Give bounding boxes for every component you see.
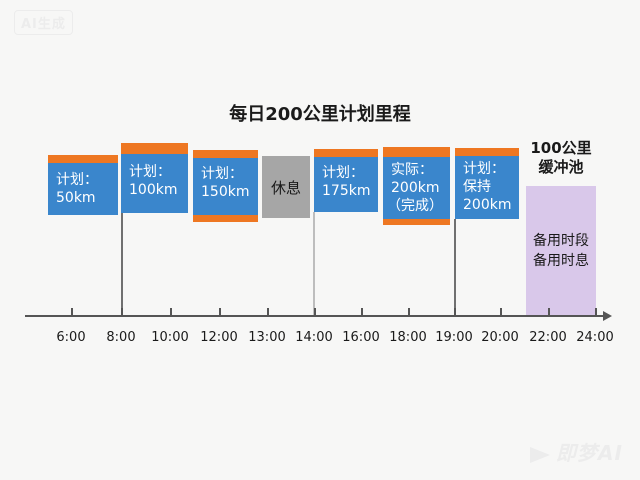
block-value: 100km [129,182,178,198]
buffer-title: 100公里 缓冲池 [518,139,604,177]
buffer-title-line1: 100公里 [530,139,592,157]
orange-bottom-bar [383,219,450,225]
jimeng-logo-icon [530,446,550,463]
orange-top-bar [383,147,450,157]
axis-tick [595,308,597,316]
block-actual-200km: 实际： 200km （完成） [383,147,450,225]
orange-top-bar [193,150,258,158]
orange-top-bar [455,148,519,156]
orange-bottom-bar [193,215,258,222]
axis-tick-label: 6:00 [56,330,86,345]
block-rest: 休息 [262,156,310,218]
axis-tick-label: 22:00 [529,330,567,345]
orange-top-bar [314,149,378,157]
block-label: 计划： [201,166,243,182]
axis-tick [314,308,316,316]
axis-tick-label: 10:00 [151,330,189,345]
axis-tick-label: 14:00 [295,330,333,345]
ai-generated-watermark: AI生成 [14,10,73,35]
block-plan-keep-200km: 计划： 保持 200km [455,148,519,219]
block-value: 50km [56,190,96,206]
block-label: 计划： [56,172,98,188]
axis-tick-label: 8:00 [106,330,136,345]
block-label: 实际： [391,162,433,178]
connector-line-19 [454,219,456,316]
axis-tick [71,308,73,316]
block-plan-50km: 计划： 50km [48,155,118,215]
axis-tick-label: 16:00 [342,330,380,345]
jimeng-ai-watermark: 即梦AI [530,437,623,466]
axis-tick [121,308,123,316]
block-note: （完成） [387,198,443,214]
axis-tick-label: 20:00 [481,330,519,345]
axis-tick-label: 19:00 [435,330,473,345]
buffer-title-line2: 缓冲池 [538,158,584,176]
block-label: 计划： [322,165,364,181]
axis-tick [548,308,550,316]
connector-line-8 [121,213,123,316]
axis-tick [408,308,410,316]
block-label: 计划： [129,164,171,180]
orange-top-bar [48,155,118,163]
orange-top-bar [121,143,188,154]
axis-tick [500,308,502,316]
block-plan-100km: 计划： 100km [121,143,188,213]
axis-tick-label: 12:00 [200,330,238,345]
diagram-title: 每日200公里计划里程 [229,104,411,125]
axis-tick [267,308,269,316]
axis-tick-label: 24:00 [576,330,614,345]
connector-line-14 [313,212,315,316]
buffer-body-line2: 备用时息 [533,253,589,269]
block-plan-175km: 计划： 175km [314,149,378,212]
block-label: 计划： [463,161,505,177]
block-value: 200km [391,180,440,196]
block-plan-150km: 计划： 150km [193,150,258,222]
axis-tick [219,308,221,316]
block-value: 175km [322,183,371,199]
axis-tick [361,308,363,316]
axis-tick-label: 13:00 [248,330,286,345]
axis-tick [454,308,456,316]
axis-arrow-icon [603,311,612,321]
axis-tick-label: 18:00 [389,330,427,345]
axis-tick [170,308,172,316]
block-value: 200km [463,197,512,213]
block-sub: 保持 [463,179,491,195]
buffer-block: 备用时段 备用时息 [526,186,596,316]
block-value: 150km [201,184,250,200]
buffer-body-line1: 备用时段 [533,233,589,249]
watermark-text: 即梦AI [556,441,623,465]
rest-label: 休息 [270,178,301,197]
